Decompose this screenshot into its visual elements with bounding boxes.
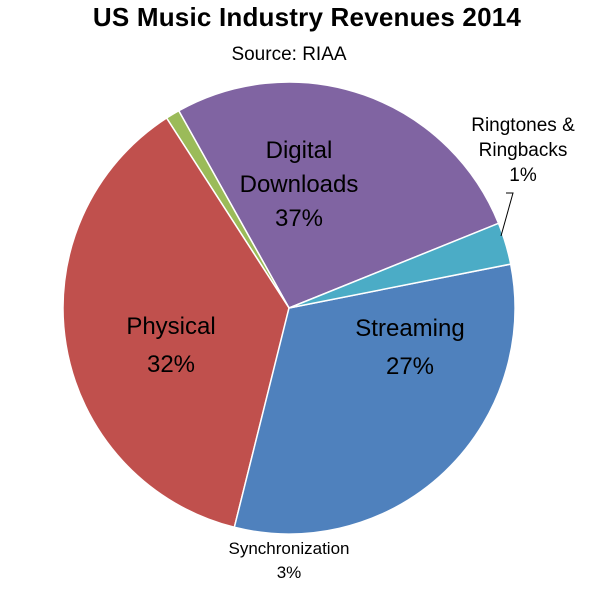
pie-slice-physical <box>233 263 516 535</box>
slice-value-label: 3% <box>277 563 302 582</box>
chart-subtitle: Source: RIAA <box>231 44 347 65</box>
leader-lines <box>500 192 514 237</box>
slice-label-physical: Physical 32% <box>126 313 215 378</box>
slice-name-label: Ringbacks <box>479 140 568 161</box>
pie-slice-digital-downloads <box>62 116 290 529</box>
slice-label-ringtones-ringbacks: Ringtones & Ringbacks 1% <box>471 115 575 186</box>
slice-value-label: 32% <box>147 351 195 378</box>
slice-value-label: 37% <box>275 205 323 232</box>
slice-label-digital-downloads: Digital Downloads 37% <box>240 137 359 232</box>
slice-name-label: Physical <box>126 313 215 340</box>
slice-label-streaming: Streaming 27% <box>355 315 464 380</box>
leader-line <box>500 192 514 237</box>
pie-slice-synchronization <box>288 222 512 309</box>
pie-slice-streaming <box>177 81 500 309</box>
slice-label-synchronization: Synchronization 3% <box>229 539 350 582</box>
slice-name-label: Streaming <box>355 315 464 342</box>
chart-title: US Music Industry Revenues 2014 <box>92 2 522 32</box>
slice-name-label: Digital <box>266 137 333 164</box>
slice-labels: Streaming 27% Ringtones & Ringbacks 1% Digita… <box>126 115 575 582</box>
pie-slices <box>62 81 516 535</box>
slice-name-label: Downloads <box>240 171 359 198</box>
slice-name-label: Synchronization <box>229 539 350 558</box>
slice-name-label: Ringtones & <box>471 115 575 136</box>
slice-value-label: 1% <box>509 165 537 186</box>
slice-value-label: 27% <box>386 353 434 380</box>
